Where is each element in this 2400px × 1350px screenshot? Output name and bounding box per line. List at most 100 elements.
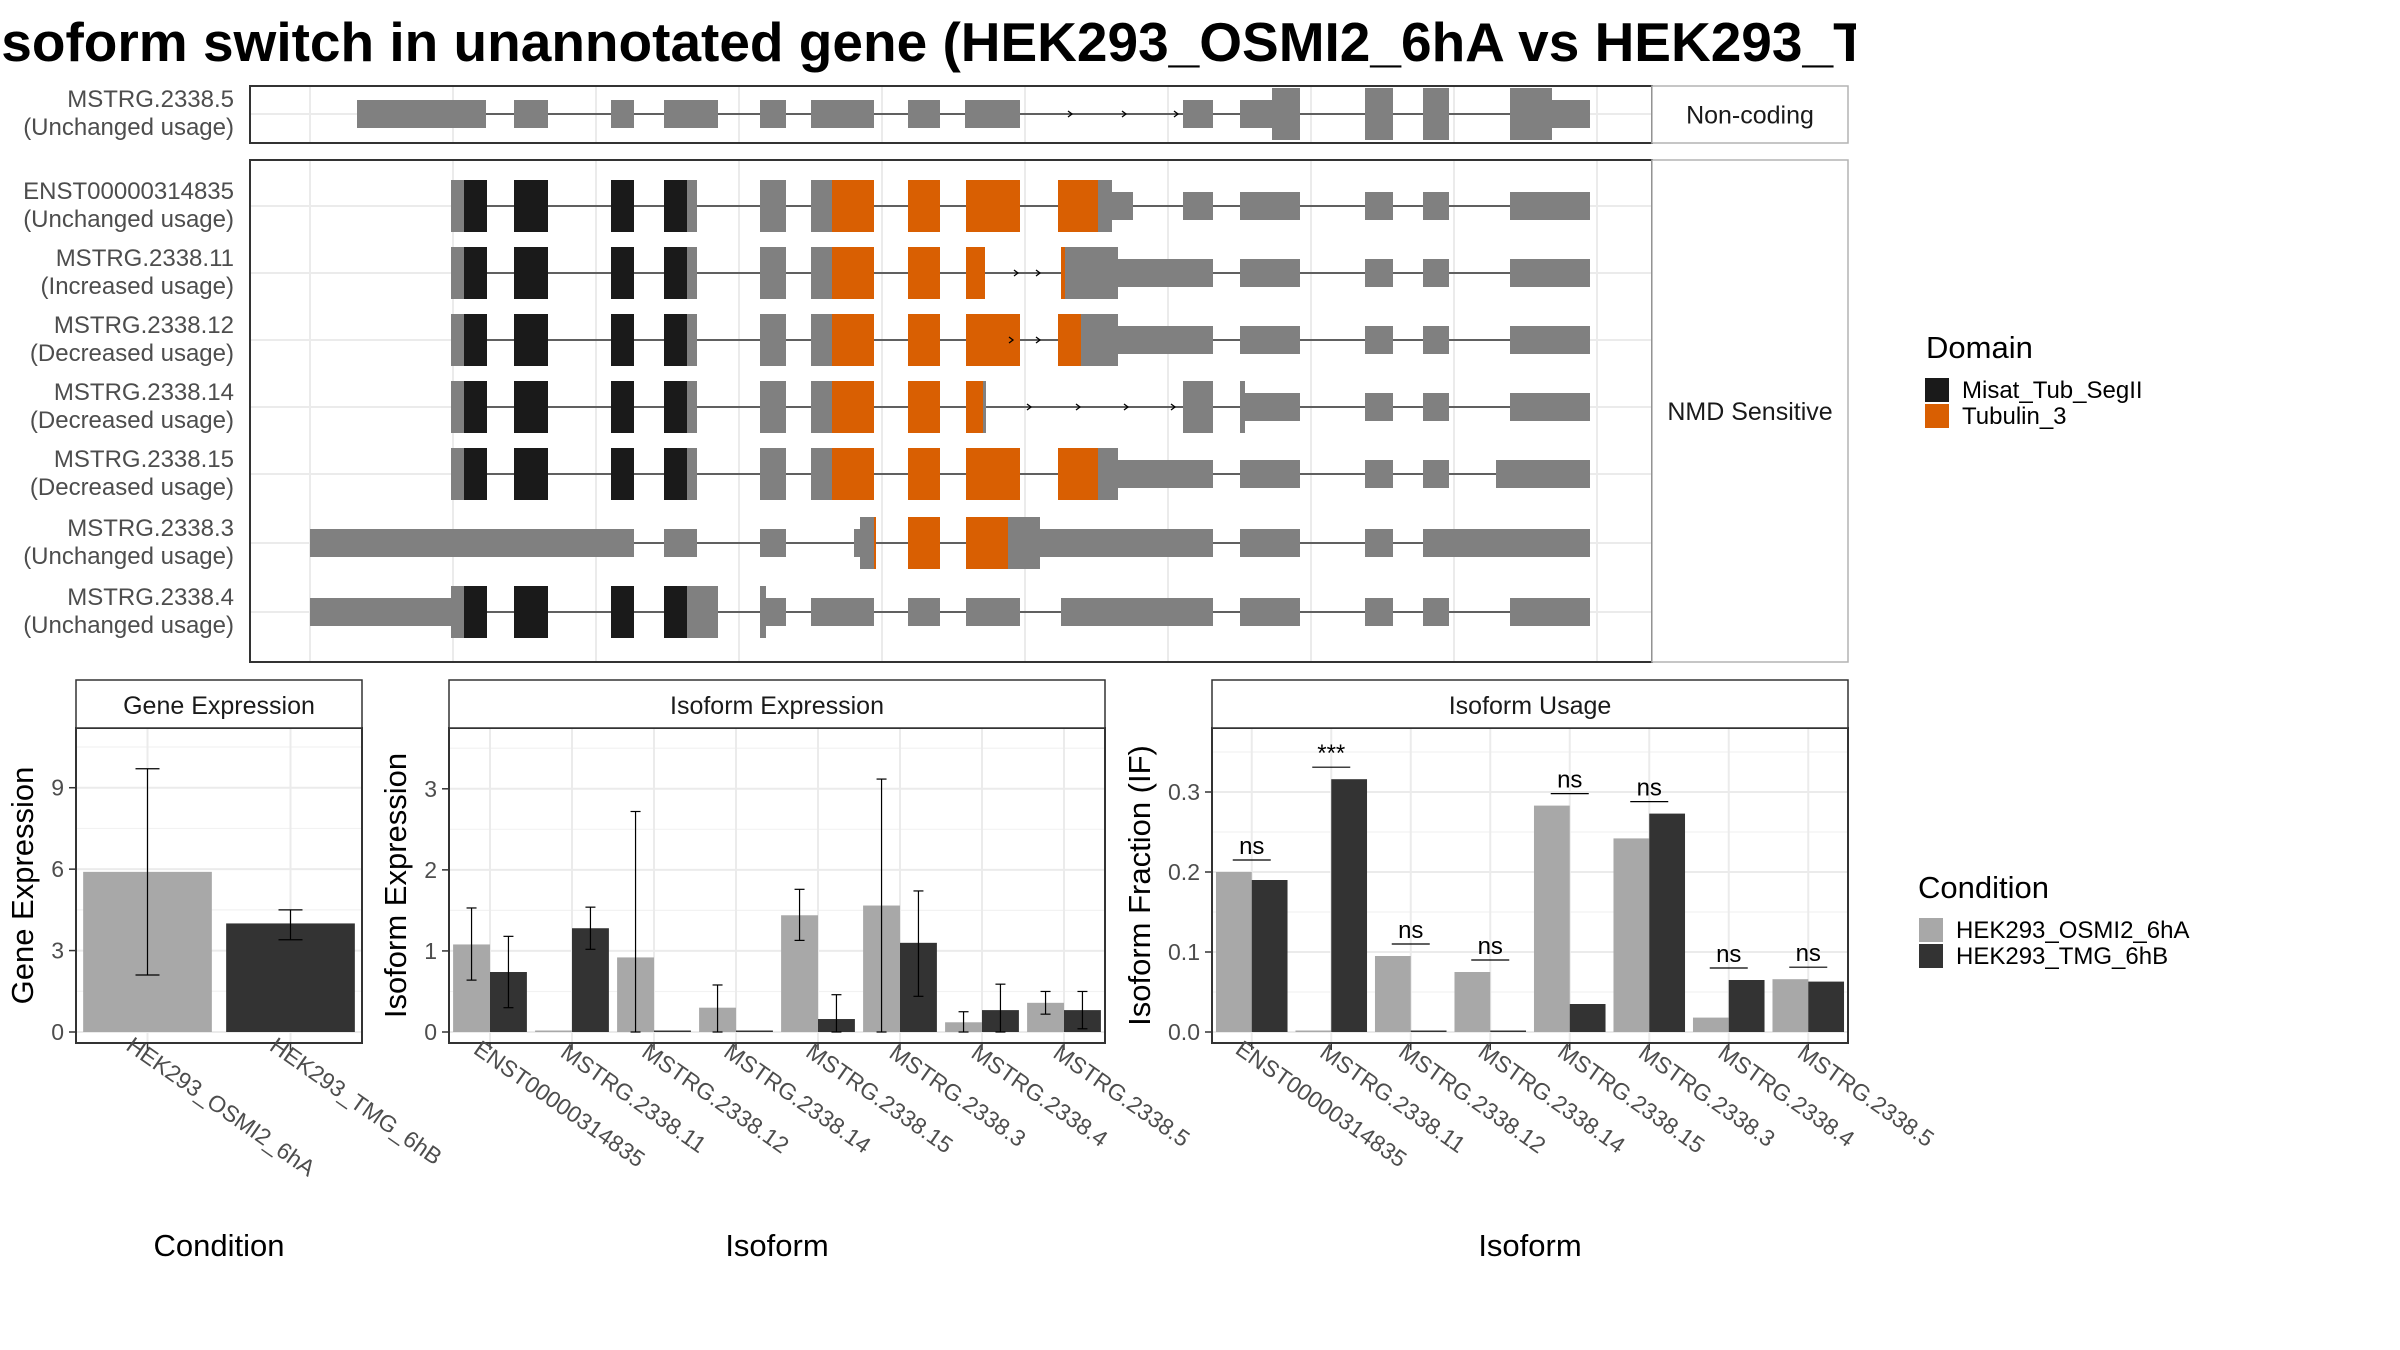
exon [1098, 180, 1112, 232]
bar [535, 1030, 572, 1032]
domain-tubulin-3 [908, 448, 940, 500]
domain-tubulin-3 [1058, 180, 1098, 232]
y-axis-title: Isoform Expression [378, 753, 413, 1018]
domain-tubulin-3 [908, 314, 940, 366]
exon [1240, 326, 1300, 354]
domain-misat-tub-segii [464, 314, 487, 366]
exon [1240, 381, 1245, 433]
direction-chevron [1170, 403, 1177, 411]
domain-tubulin-3 [908, 381, 940, 433]
exon [811, 448, 832, 500]
transcript-usage-label: (Unchanged usage) [23, 543, 234, 570]
group-strip-label: NMD Sensitive [1667, 398, 1832, 426]
exon [1365, 529, 1393, 557]
exon [1510, 259, 1590, 287]
panel-title: Isoform Expression [670, 692, 884, 720]
domain-legend-swatch [1925, 404, 1949, 428]
chart-panel: ns *** ns ns ns ns ns ns Isoform Usage 0.0 0.1 0.2 0… [1122, 679, 1939, 1263]
domain-misat-tub-segii [611, 381, 634, 433]
y-tick-label: 9 [51, 775, 64, 801]
bar [1331, 779, 1368, 1032]
domain-legend-swatch [1925, 378, 1949, 402]
significance-label: ns [1398, 917, 1423, 944]
x-tick-label: MSTRG.2338.14 [720, 1038, 876, 1158]
exon [687, 381, 697, 433]
exon [1496, 460, 1590, 488]
exon [760, 381, 786, 433]
direction-chevron [1123, 403, 1130, 411]
significance-label: ns [1637, 775, 1662, 802]
x-tick-label: MSTRG.2338.15 [1553, 1038, 1709, 1158]
exon [965, 100, 1020, 128]
domain-legend-label: Tubulin_3 [1962, 403, 2067, 430]
exon [1365, 259, 1393, 287]
x-tick-label: MSTRG.2338.12 [1394, 1038, 1550, 1158]
direction-chevron [1067, 110, 1074, 118]
significance-label: *** [1317, 740, 1345, 767]
bar [1808, 981, 1845, 1032]
x-tick-label: MSTRG.2338.3 [885, 1039, 1031, 1152]
exon [1510, 326, 1590, 354]
x-tick-label: MSTRG.2338.5 [1793, 1039, 1939, 1152]
bar [1490, 1030, 1527, 1032]
group-strip-label: Non-coding [1686, 102, 1814, 130]
exon [1240, 598, 1300, 626]
domain-tubulin-3 [908, 517, 940, 569]
domain-tubulin-3 [966, 314, 1020, 366]
condition-legend-label: HEK293_TMG_6hB [1956, 943, 2168, 970]
domain-tubulin-3 [832, 448, 874, 500]
domain-misat-tub-segii [464, 247, 487, 299]
domain-misat-tub-segii [514, 180, 548, 232]
exon [1240, 259, 1300, 287]
bar [1454, 972, 1491, 1032]
y-axis-title: Gene Expression [5, 767, 40, 1005]
transcript-usage-label: (Decreased usage) [30, 407, 234, 434]
exon [811, 381, 832, 433]
exon [357, 100, 486, 128]
exon [1365, 88, 1393, 140]
plot-background [449, 728, 1105, 1043]
exon [1245, 393, 1300, 421]
exon [451, 586, 464, 638]
bar [1692, 1017, 1729, 1032]
exon [811, 598, 874, 626]
exon [1423, 393, 1449, 421]
exon [1081, 314, 1118, 366]
exon [760, 314, 786, 366]
domain-tubulin-3 [874, 517, 876, 569]
exon [451, 314, 464, 366]
y-tick-label: 0.0 [1168, 1019, 1200, 1045]
y-tick-label: 6 [51, 856, 64, 882]
transcript-id-label: MSTRG.2338.11 [56, 245, 234, 272]
transcript-usage-label: (Unchanged usage) [23, 114, 234, 141]
domain-misat-tub-segii [514, 381, 548, 433]
bar [1215, 872, 1252, 1032]
exon [1552, 100, 1590, 128]
domain-tubulin-3 [832, 247, 874, 299]
x-tick-label: MSTRG.2338.4 [1714, 1039, 1860, 1152]
exon [908, 100, 940, 128]
direction-chevron [1013, 269, 1020, 277]
bar [1569, 1004, 1606, 1032]
exon [1510, 192, 1590, 220]
exon [811, 180, 832, 232]
domain-misat-tub-segii [611, 448, 634, 500]
x-tick-label: MSTRG.2338.14 [1474, 1038, 1630, 1158]
exon [1112, 192, 1133, 220]
bar [1251, 880, 1288, 1032]
domain-tubulin-3 [966, 180, 1020, 232]
transcript-id-label: MSTRG.2338.14 [54, 379, 234, 406]
exon [1183, 100, 1213, 128]
domain-misat-tub-segii [464, 180, 487, 232]
direction-chevron [1075, 403, 1082, 411]
condition-legend-swatch [1919, 918, 1943, 942]
significance-label: ns [1239, 833, 1264, 860]
exon [760, 448, 786, 500]
transcript-usage-label: (Unchanged usage) [23, 206, 234, 233]
exon [1272, 88, 1300, 140]
direction-chevron [1121, 110, 1128, 118]
bar [654, 1030, 691, 1032]
domain-tubulin-3 [1058, 448, 1098, 500]
y-tick-label: 3 [51, 938, 64, 964]
